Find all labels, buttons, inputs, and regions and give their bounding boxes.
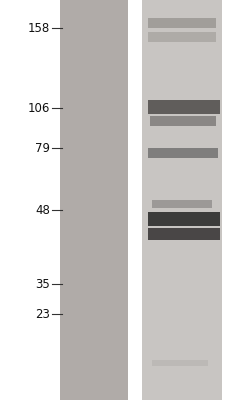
Bar [82,0,84,400]
Bar [92,0,94,400]
Bar [77,0,78,400]
Bar [90,0,92,400]
Bar [125,0,127,400]
Bar [151,360,207,366]
Bar [70,0,72,400]
Bar [65,0,67,400]
Bar [147,212,219,226]
Bar [113,0,114,400]
Text: 158: 158 [28,22,50,36]
Bar [118,0,120,400]
Bar [68,0,69,400]
Bar [99,0,101,400]
Bar [101,0,103,400]
Bar [114,0,116,400]
Bar [103,0,104,400]
Bar [100,0,102,400]
Bar [84,0,85,400]
Bar [112,0,113,400]
Text: 35: 35 [35,278,50,292]
Text: 79: 79 [35,142,50,156]
Bar [117,0,119,400]
Bar [141,0,221,400]
Bar [95,0,96,400]
Bar [97,0,99,400]
Bar [80,0,82,400]
Bar [106,0,108,400]
Bar [116,0,118,400]
Bar [63,0,65,400]
Bar [62,0,64,400]
Bar [126,0,128,400]
Bar [151,200,211,208]
Bar [94,0,95,400]
Bar [115,0,117,400]
Bar [91,0,93,400]
Bar [69,0,70,400]
Bar [87,0,89,400]
Bar [67,0,68,400]
Bar [72,0,74,400]
Bar [147,228,219,240]
Bar [111,0,112,400]
Bar [147,18,215,28]
Bar [120,0,121,400]
Bar [74,0,76,400]
Bar [61,0,62,400]
Bar [64,0,66,400]
Text: 106: 106 [27,102,50,116]
Bar [104,0,105,400]
Bar [79,0,81,400]
Bar [109,0,111,400]
Text: 23: 23 [35,308,50,322]
Bar [98,0,100,400]
Bar [96,0,97,400]
Bar [122,0,123,400]
Bar [88,0,90,400]
Bar [147,32,215,42]
Bar [127,0,141,400]
Bar [81,0,83,400]
Bar [71,0,73,400]
Bar [108,0,110,400]
Bar [85,0,86,400]
Bar [60,0,61,400]
Text: 48: 48 [35,204,50,218]
Bar [73,0,75,400]
Bar [60,0,127,400]
Bar [149,116,215,126]
Bar [107,0,109,400]
Bar [76,0,77,400]
Bar [89,0,91,400]
Bar [147,148,217,158]
Bar [124,0,126,400]
Bar [78,0,79,400]
Bar [105,0,106,400]
Bar [123,0,125,400]
Bar [147,100,219,114]
Bar [121,0,122,400]
Bar [86,0,87,400]
